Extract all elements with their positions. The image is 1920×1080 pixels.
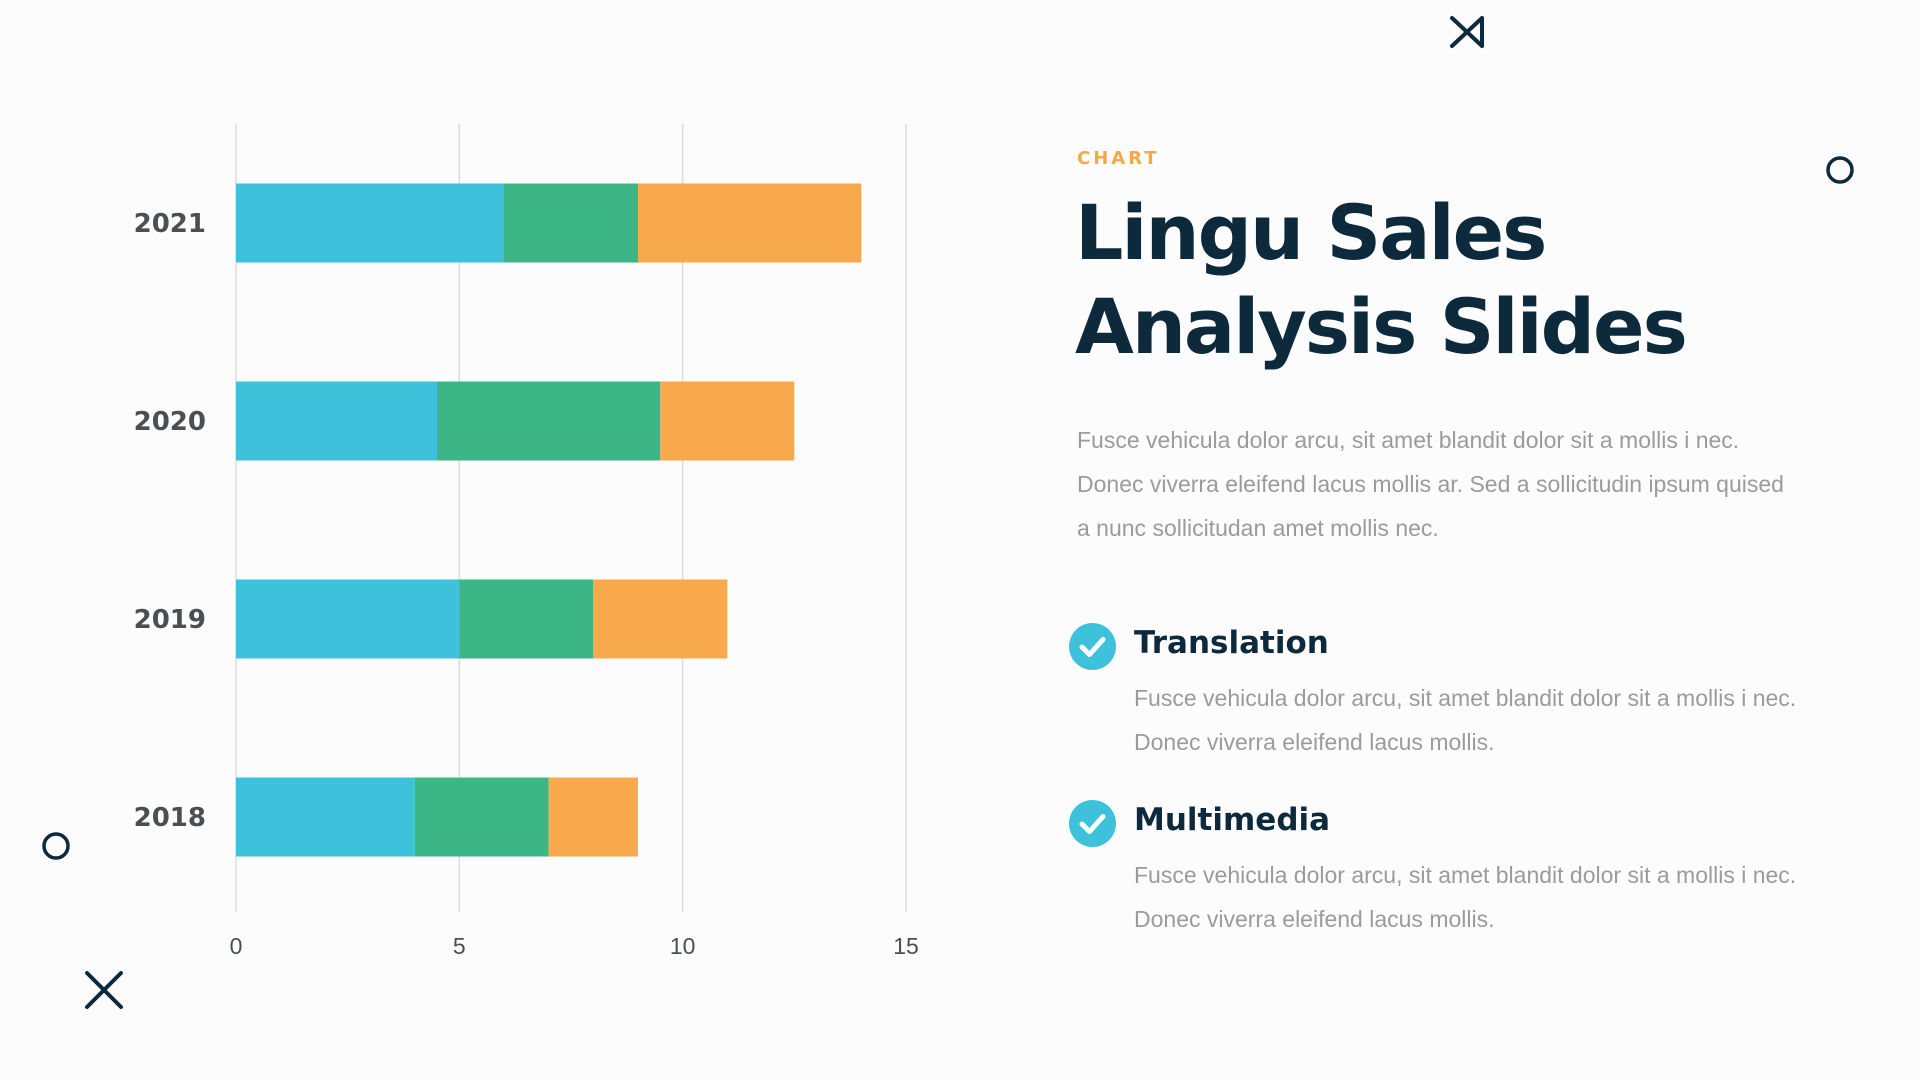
feature-description: Fusce vehicula dolor arcu, sit amet blan… [1134,685,1797,755]
chart-bars [236,183,862,857]
bar-segment [548,777,638,857]
bar-segment [414,777,549,857]
bar-segment [236,381,437,461]
bar-segment [236,183,504,263]
bar-segment [236,777,415,857]
bar-segment [459,579,594,659]
x-tick-label: 15 [893,933,919,959]
page-title: Lingu Sales Analysis Slides [1075,188,1688,371]
x-mark-icon [85,971,123,1009]
x-mark-icon [1450,16,1484,48]
bar-segment [437,381,661,461]
circle-outline-icon [1826,156,1854,184]
check-circle-icon [1069,623,1116,670]
chart-labels: 0 5 10 15 2021 2020 2019 2018 [134,209,919,959]
page-description: Fusce vehicula dolor arcu, sit amet blan… [1077,427,1784,541]
y-category-label: 2018 [134,803,206,833]
bar-segment [593,579,728,659]
feature-description: Fusce vehicula dolor arcu, sit amet blan… [1134,862,1797,932]
x-tick-label: 0 [230,933,243,959]
circle-outline-icon [42,832,70,860]
section-eyebrow: CHART [1077,148,1160,169]
stacked-bar-chart: 0 5 10 15 2021 2020 2019 2018 [134,124,919,959]
bar-segment [638,183,862,263]
y-category-label: 2020 [134,407,206,437]
x-tick-label: 10 [670,933,696,959]
bar-segment [236,579,460,659]
feature-title: Multimedia [1134,802,1331,838]
y-category-label: 2019 [134,605,206,635]
check-circle-icon [1069,800,1116,847]
y-category-label: 2021 [134,209,206,239]
feature-title: Translation [1134,625,1329,661]
bar-segment [504,183,638,263]
bar-segment [660,381,795,461]
x-tick-label: 5 [453,933,466,959]
